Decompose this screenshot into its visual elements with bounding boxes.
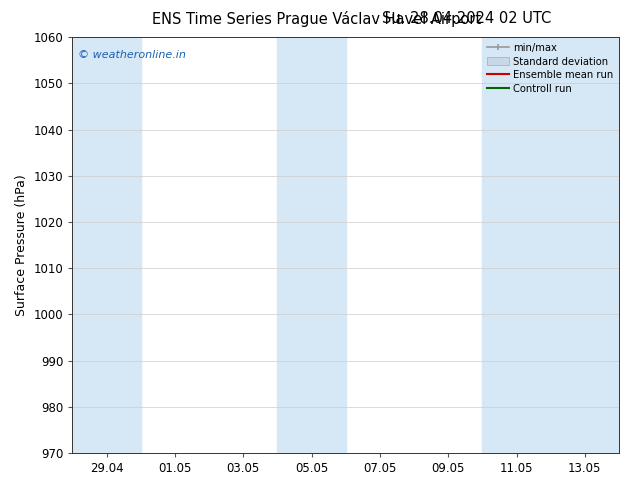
Bar: [72, 37, 141, 453]
Text: © weatheronline.in: © weatheronline.in: [78, 49, 186, 60]
Text: Su. 28.04.2024 02 UTC: Su. 28.04.2024 02 UTC: [382, 11, 552, 26]
Bar: [482, 37, 619, 453]
Bar: [277, 37, 346, 453]
Y-axis label: Surface Pressure (hPa): Surface Pressure (hPa): [15, 174, 28, 316]
Legend: min/max, Standard deviation, Ensemble mean run, Controll run: min/max, Standard deviation, Ensemble me…: [482, 39, 617, 98]
Text: ENS Time Series Prague Václav Havel Airport: ENS Time Series Prague Václav Havel Airp…: [152, 11, 482, 27]
